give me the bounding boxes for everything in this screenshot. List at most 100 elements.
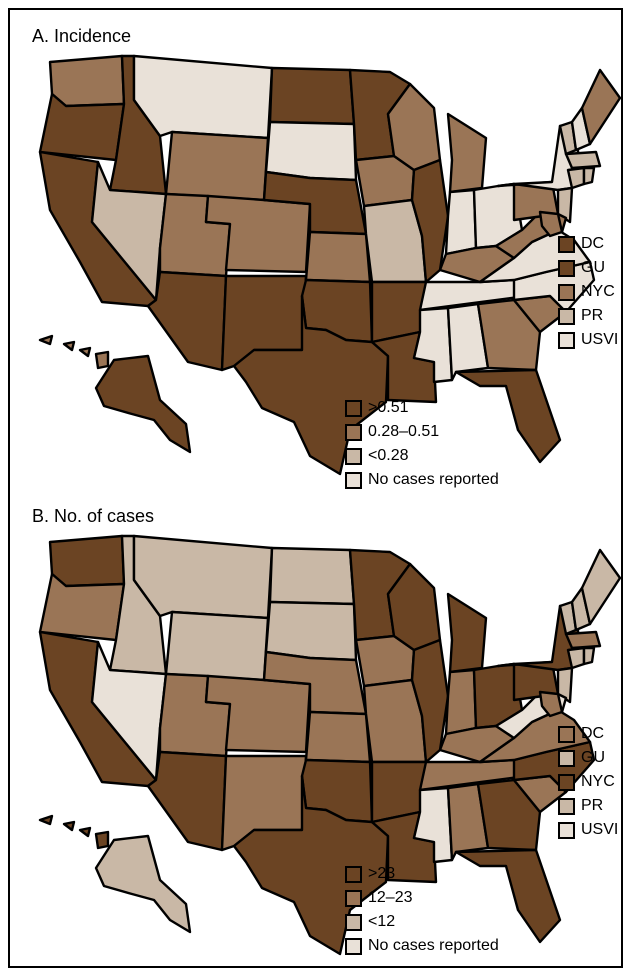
class-swatch bbox=[345, 913, 362, 931]
class-legend-item: >0.51 bbox=[345, 396, 499, 420]
state-wy bbox=[164, 610, 270, 682]
state-ks bbox=[304, 710, 372, 764]
state-ri bbox=[582, 646, 596, 666]
state-me bbox=[580, 548, 621, 626]
class-legend-item: 12–23 bbox=[345, 886, 499, 910]
state-hi bbox=[38, 334, 110, 370]
class-legend: >23 12–23 <12 No cases reported bbox=[345, 862, 499, 958]
territory-legend-item-pr: PR bbox=[558, 794, 635, 818]
class-legend-item: No cases reported bbox=[345, 468, 499, 492]
state-ks bbox=[304, 230, 372, 284]
territory-legend-item-dc: DC bbox=[558, 722, 635, 746]
class-legend-item: >23 bbox=[345, 862, 499, 886]
class-label: No cases reported bbox=[368, 471, 499, 488]
state-ma bbox=[564, 150, 602, 170]
territory-swatch bbox=[558, 307, 575, 325]
state-ak bbox=[94, 354, 192, 454]
state-ga bbox=[476, 298, 542, 372]
state-nj bbox=[556, 666, 574, 704]
territory-swatch bbox=[558, 283, 575, 301]
territory-legend: DC GU NYC PR USVI bbox=[558, 232, 635, 352]
state-md bbox=[538, 690, 564, 718]
territory-label: NYC bbox=[581, 283, 615, 300]
state-tx bbox=[232, 774, 390, 956]
territory-legend-item-pr: PR bbox=[558, 304, 635, 328]
territory-legend-item-usvi: USVI bbox=[558, 328, 635, 352]
territory-label: PR bbox=[581, 797, 604, 814]
state-al bbox=[446, 782, 490, 862]
class-swatch bbox=[345, 447, 362, 465]
panel-incidence: A. Incidence DC GU NYC PR USVI >0.51 0.28–0.5… bbox=[10, 10, 621, 490]
territory-legend-item-gu: GU bbox=[558, 746, 635, 770]
state-mt bbox=[132, 54, 274, 140]
class-label: 0.28–0.51 bbox=[368, 423, 440, 440]
us-map-cases bbox=[38, 534, 621, 956]
class-label: <0.28 bbox=[368, 447, 409, 464]
territory-label: GU bbox=[581, 259, 605, 276]
us-map-incidence bbox=[38, 54, 621, 476]
state-hi bbox=[38, 814, 110, 850]
class-legend: >0.51 0.28–0.51 <0.28 No cases reported bbox=[345, 396, 499, 492]
state-in bbox=[444, 668, 478, 736]
territory-label: DC bbox=[581, 235, 605, 252]
state-ga bbox=[476, 778, 542, 852]
class-swatch bbox=[345, 423, 362, 441]
class-swatch bbox=[345, 937, 362, 955]
state-md bbox=[538, 210, 564, 238]
state-al bbox=[446, 302, 490, 382]
state-az bbox=[146, 270, 228, 372]
state-az bbox=[146, 750, 228, 852]
territory-label: USVI bbox=[581, 821, 619, 838]
class-label: >0.51 bbox=[368, 399, 409, 416]
class-legend-item: <12 bbox=[345, 910, 499, 934]
state-nd bbox=[268, 546, 356, 606]
state-wy bbox=[164, 130, 270, 202]
state-mi bbox=[446, 112, 488, 194]
class-swatch bbox=[345, 471, 362, 489]
state-ak bbox=[94, 834, 192, 934]
state-wa bbox=[48, 534, 126, 588]
class-swatch bbox=[345, 889, 362, 907]
state-ri bbox=[582, 166, 596, 186]
territory-swatch bbox=[558, 259, 575, 277]
state-sd bbox=[264, 600, 358, 662]
territory-swatch bbox=[558, 797, 575, 815]
territory-label: DC bbox=[581, 725, 605, 742]
state-mt bbox=[132, 534, 274, 620]
territory-label: USVI bbox=[581, 331, 619, 348]
territory-swatch bbox=[558, 235, 575, 253]
territory-legend-item-nyc: NYC bbox=[558, 770, 635, 794]
state-il bbox=[410, 158, 450, 284]
state-ma bbox=[564, 630, 602, 650]
territory-legend-item-usvi: USVI bbox=[558, 818, 635, 842]
class-label: <12 bbox=[368, 913, 396, 930]
state-sd bbox=[264, 120, 358, 182]
territory-legend-item-dc: DC bbox=[558, 232, 635, 256]
class-label: >23 bbox=[368, 865, 396, 882]
class-legend-item: <0.28 bbox=[345, 444, 499, 468]
territory-legend-item-gu: GU bbox=[558, 256, 635, 280]
class-legend-item: 0.28–0.51 bbox=[345, 420, 499, 444]
class-legend-item: No cases reported bbox=[345, 934, 499, 958]
state-wa bbox=[48, 54, 126, 108]
state-in bbox=[444, 188, 478, 256]
class-swatch bbox=[345, 865, 362, 883]
state-mi bbox=[446, 592, 488, 674]
panel-title: B. No. of cases bbox=[32, 506, 155, 526]
territory-swatch bbox=[558, 773, 575, 791]
territory-label: NYC bbox=[581, 773, 615, 790]
class-label: No cases reported bbox=[368, 937, 499, 954]
state-nj bbox=[556, 186, 574, 224]
territory-label: GU bbox=[581, 749, 605, 766]
class-label: 12–23 bbox=[368, 889, 413, 906]
state-ct bbox=[566, 646, 586, 670]
territory-label: PR bbox=[581, 307, 604, 324]
territory-legend-item-nyc: NYC bbox=[558, 280, 635, 304]
state-nd bbox=[268, 66, 356, 126]
state-ct bbox=[566, 166, 586, 190]
territory-swatch bbox=[558, 725, 575, 743]
territory-swatch bbox=[558, 749, 575, 767]
territory-swatch bbox=[558, 821, 575, 839]
state-fl bbox=[454, 368, 562, 464]
panel-title: A. Incidence bbox=[32, 26, 132, 46]
